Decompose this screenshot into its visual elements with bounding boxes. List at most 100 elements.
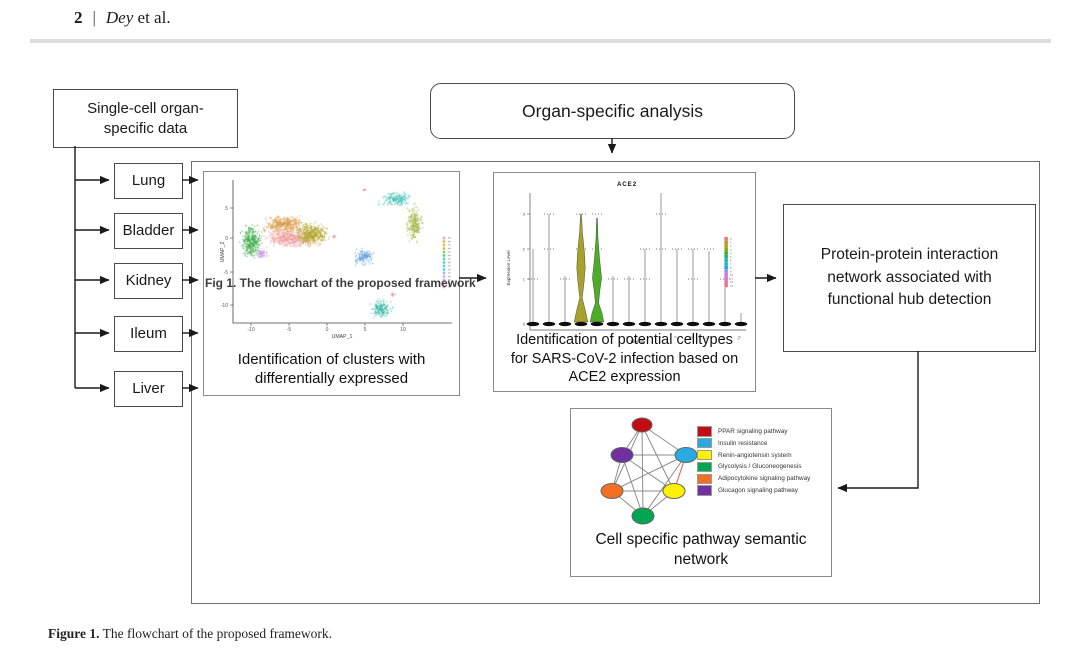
legend-label-ppar: PPAR signaling pathway bbox=[718, 427, 788, 435]
svg-text:12: 12 bbox=[730, 280, 734, 284]
pathway-node bbox=[674, 447, 698, 463]
svg-text:11: 11 bbox=[704, 335, 709, 340]
svg-text:13: 13 bbox=[730, 284, 734, 288]
ace2-violin-panel: ACE2 Expression Level 3 2 1 0 0 1 2 3 4 5 6 7 8 9 10 11 12… bbox=[493, 172, 756, 392]
organ-label-kidney: Kidney bbox=[125, 272, 172, 290]
umap-watermark-text: Fig 1. The flowchart of the proposed fra… bbox=[205, 276, 476, 290]
legend-row: Adipocytokine signaling pathway bbox=[697, 473, 811, 485]
svg-text:ACE2: ACE2 bbox=[617, 181, 637, 188]
svg-text:0: 0 bbox=[225, 236, 228, 242]
page-header: 2 | Dey et al. bbox=[74, 8, 171, 28]
svg-text:5: 5 bbox=[364, 327, 367, 333]
pathway-caption-line2: network bbox=[673, 551, 729, 569]
svg-text:5: 5 bbox=[225, 206, 228, 212]
umap-caption-line1: Identification of clusters with bbox=[237, 350, 426, 368]
pathway-node bbox=[631, 417, 653, 433]
svg-text:11: 11 bbox=[730, 277, 733, 281]
organ-box-liver: Liver bbox=[114, 371, 183, 407]
svg-text:4: 4 bbox=[730, 251, 732, 255]
svg-text:5: 5 bbox=[609, 335, 613, 339]
svg-text:10: 10 bbox=[688, 335, 694, 341]
svg-text:8: 8 bbox=[657, 335, 661, 339]
ppi-box-line1: Protein-protein interaction bbox=[820, 246, 999, 264]
pathway-node bbox=[600, 483, 624, 499]
svg-text:2: 2 bbox=[523, 247, 526, 252]
svg-text:9: 9 bbox=[673, 335, 677, 339]
organ-label-lung: Lung bbox=[131, 172, 166, 190]
svg-text:Identity: Identity bbox=[631, 339, 647, 344]
single-cell-box-line2: specific data bbox=[103, 119, 188, 137]
pathway-caption: Cell specific pathway semantic network bbox=[571, 530, 831, 570]
pathway-node bbox=[610, 447, 634, 463]
legend-label-renin: Renin-angiotensin system bbox=[718, 451, 792, 459]
svg-text:UMAP_1: UMAP_1 bbox=[332, 334, 353, 340]
svg-text:10: 10 bbox=[730, 273, 734, 277]
legend-row: PPAR signaling pathway bbox=[697, 426, 810, 437]
organ-label-ileum: Ileum bbox=[130, 325, 167, 343]
organ-box-lung: Lung bbox=[114, 163, 183, 199]
umap-axes: 5 0 -5 -10 -10 -5 0 5 10 UMAP_1 UMAP_2 bbox=[220, 180, 452, 340]
pathway-node bbox=[662, 483, 686, 499]
running-head-etal: et al. bbox=[133, 8, 171, 27]
svg-text:9: 9 bbox=[730, 269, 732, 273]
legend-swatch-glycolysis bbox=[697, 461, 712, 473]
pathway-network-panel: PPAR signaling pathway Insulin resistanc… bbox=[570, 408, 832, 577]
umap-caption: Identification of clusters with differen… bbox=[204, 350, 459, 388]
pathway-legend: PPAR signaling pathway Insulin resistanc… bbox=[697, 426, 811, 496]
umap-caption-line2: differentially expressed bbox=[254, 369, 409, 387]
svg-text:1: 1 bbox=[730, 241, 732, 245]
figure-caption-text: The flowchart of the proposed framework. bbox=[99, 626, 333, 641]
running-head-author: Dey bbox=[105, 8, 134, 27]
legend-swatch-ppar bbox=[697, 426, 712, 437]
svg-text:13: 13 bbox=[736, 335, 742, 341]
legend-row: Glucagon signaling pathway bbox=[697, 485, 810, 496]
legend-row: Glycolysis / Gluconeogenesis bbox=[697, 461, 810, 473]
violin-caption-line1: Identification of potential celltypes bbox=[516, 332, 733, 349]
organ-label-liver: Liver bbox=[132, 380, 165, 398]
legend-label-adipocytokine: Adipocytokine signaling pathway bbox=[718, 475, 811, 483]
organ-label-bladder: Bladder bbox=[122, 222, 175, 240]
svg-text:8: 8 bbox=[730, 266, 732, 270]
svg-text:0: 0 bbox=[523, 322, 526, 327]
svg-text:12: 12 bbox=[720, 335, 726, 341]
legend-swatch-glucagon bbox=[697, 485, 712, 496]
header-divider: | bbox=[92, 8, 96, 27]
svg-text:0: 0 bbox=[529, 335, 533, 339]
framework-outer-rect bbox=[191, 161, 1040, 604]
page-number: 2 bbox=[74, 8, 83, 27]
organ-analysis-label: Organ-specific analysis bbox=[522, 100, 703, 121]
svg-text:1: 1 bbox=[523, 277, 526, 282]
legend-swatch-adipocytokine bbox=[697, 473, 712, 485]
legend-swatch-renin bbox=[697, 449, 712, 461]
svg-text:5: 5 bbox=[730, 255, 732, 259]
header-rule bbox=[30, 39, 1051, 43]
svg-text:10: 10 bbox=[400, 327, 406, 333]
svg-text:3: 3 bbox=[577, 335, 581, 339]
svg-text:0: 0 bbox=[326, 327, 329, 333]
violin-caption: Identification of potential celltypes fo… bbox=[494, 331, 755, 387]
svg-text:0: 0 bbox=[730, 237, 732, 241]
figure-caption-label: Figure 1. bbox=[48, 626, 100, 641]
svg-text:4: 4 bbox=[593, 335, 597, 339]
pathway-caption-line1: Cell specific pathway semantic bbox=[595, 531, 807, 549]
organ-box-kidney: Kidney bbox=[114, 263, 183, 299]
svg-text:-10: -10 bbox=[247, 327, 254, 333]
pathway-node bbox=[631, 507, 655, 525]
legend-label-insulin: Insulin resistance bbox=[718, 439, 768, 447]
svg-text:7: 7 bbox=[641, 335, 645, 339]
legend-row: Renin-angiotensin system bbox=[697, 449, 810, 461]
svg-text:UMAP_2: UMAP_2 bbox=[220, 242, 226, 263]
figure-caption: Figure 1. The flowchart of the proposed … bbox=[48, 626, 332, 642]
svg-text:2: 2 bbox=[730, 244, 732, 248]
svg-text:2: 2 bbox=[561, 335, 565, 339]
legend-swatch-insulin bbox=[697, 437, 712, 449]
legend-row: Insulin resistance bbox=[697, 437, 810, 449]
svg-text:-10: -10 bbox=[221, 303, 228, 309]
organ-specific-analysis-box: Organ-specific analysis bbox=[430, 83, 795, 139]
ppi-network-box: Protein-protein interaction network asso… bbox=[783, 204, 1036, 352]
svg-text:3: 3 bbox=[523, 212, 526, 217]
svg-text:6: 6 bbox=[730, 259, 732, 263]
legend-label-glycolysis: Glycolysis / Gluconeogenesis bbox=[718, 463, 802, 471]
organ-box-ileum: Ileum bbox=[114, 316, 183, 352]
